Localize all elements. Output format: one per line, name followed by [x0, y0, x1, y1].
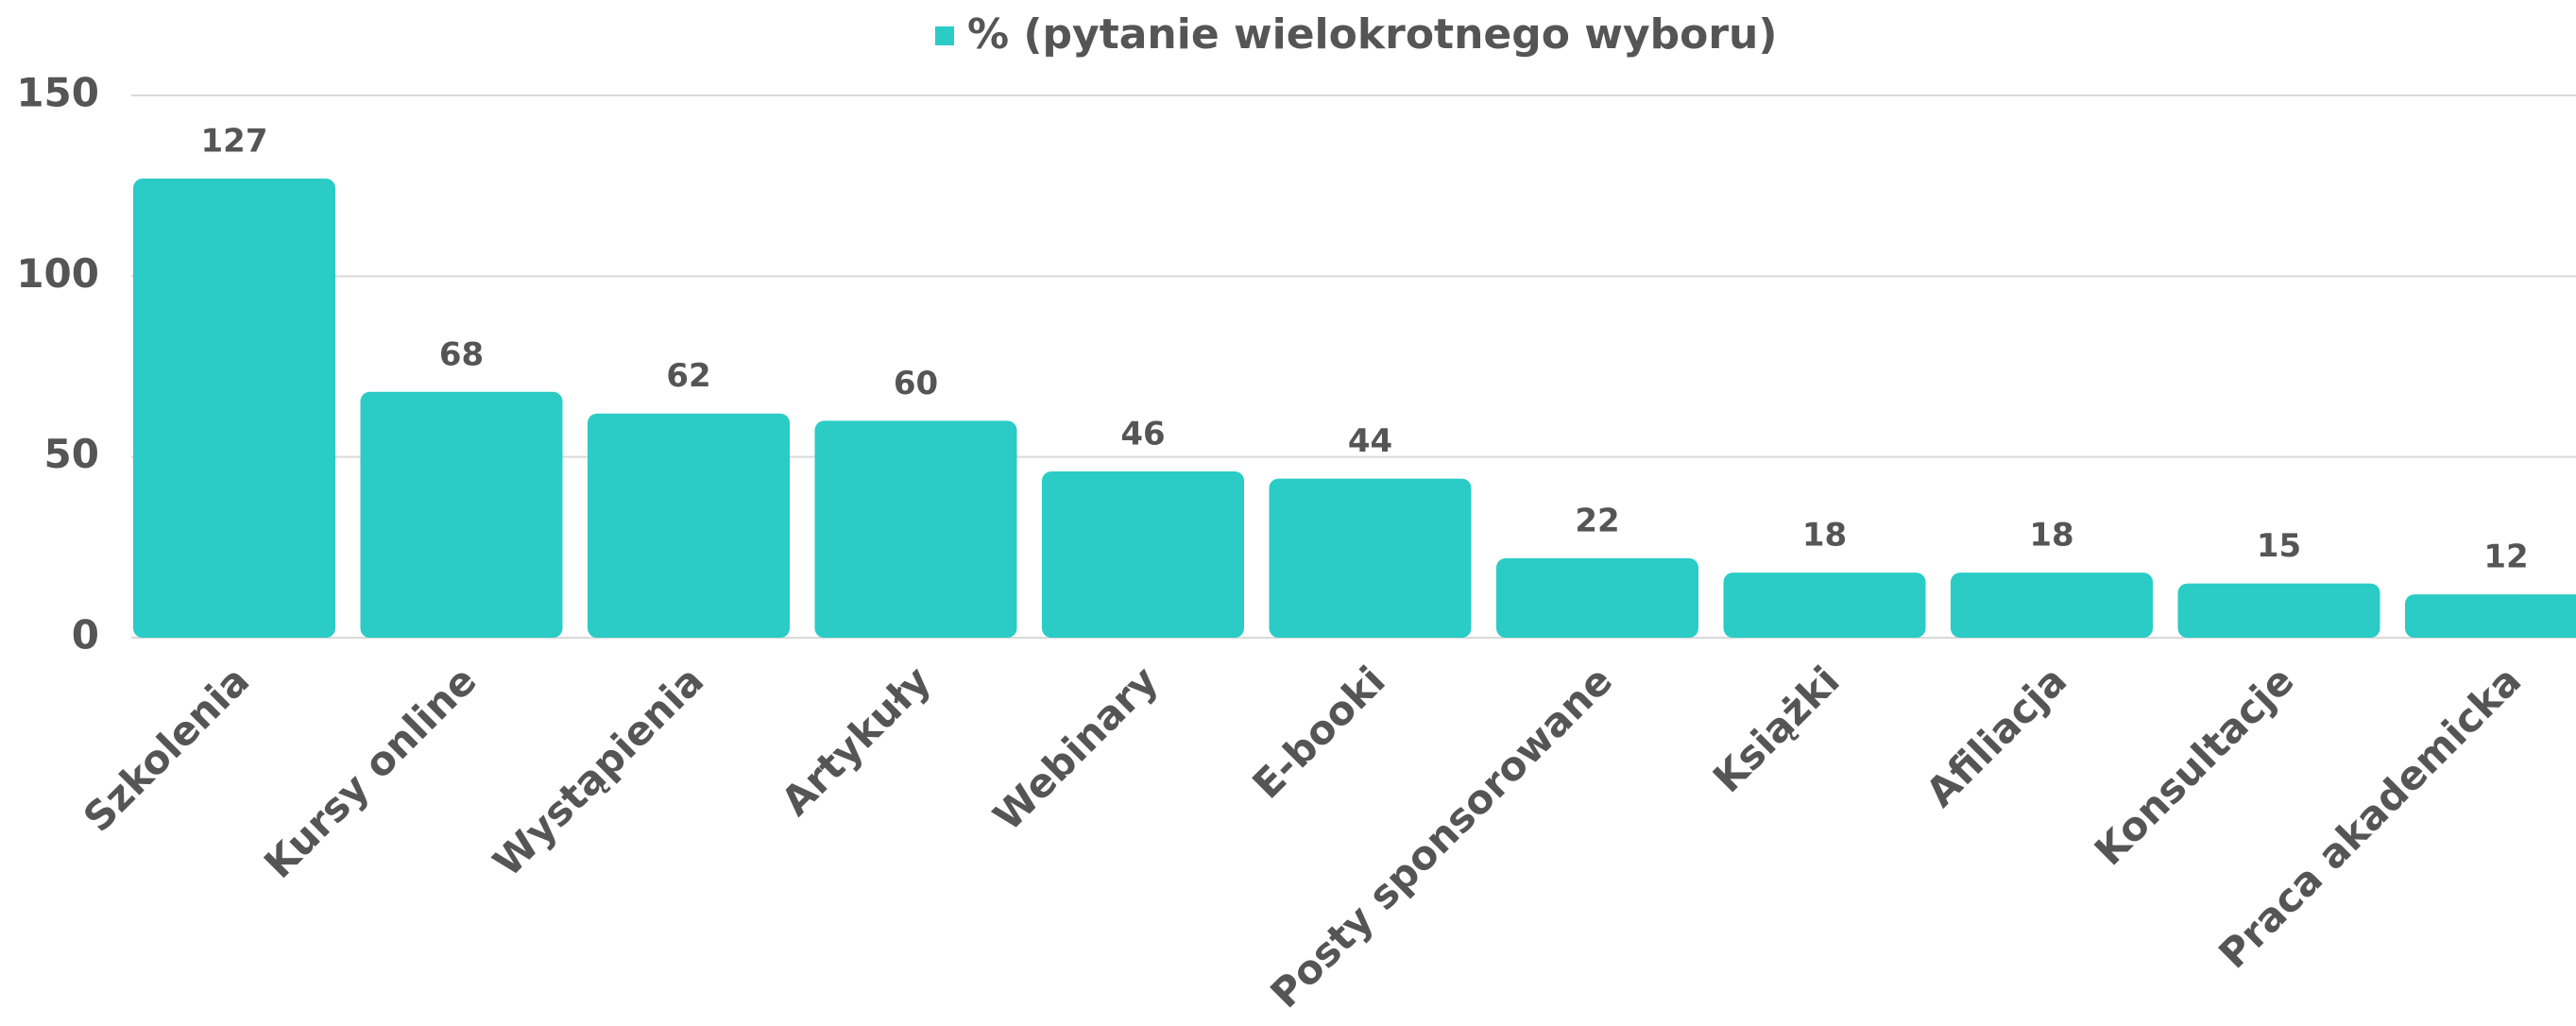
bar	[360, 391, 563, 638]
legend-label: % (pytanie wielokrotnego wyboru)	[967, 10, 1777, 59]
bar	[2405, 594, 2576, 638]
value-label: 22	[1575, 502, 1619, 539]
x-tick-label: Webinary	[984, 658, 1167, 840]
bar	[588, 413, 790, 638]
value-label: 15	[2257, 527, 2301, 565]
bar	[1042, 470, 1244, 638]
bar	[1951, 573, 2153, 638]
value-label: 127	[201, 123, 268, 161]
legend-swatch	[935, 26, 954, 45]
bar	[2177, 583, 2380, 638]
value-label: 60	[894, 365, 938, 402]
value-label: 44	[1348, 422, 1392, 460]
y-tick-label: 0	[72, 612, 99, 658]
y-tick-label: 50	[44, 431, 99, 477]
y-tick-label: 100	[16, 250, 99, 297]
bar	[133, 179, 335, 638]
y-tick-label: 150	[16, 70, 99, 116]
bar	[1269, 478, 1472, 638]
value-label: 46	[1120, 415, 1165, 453]
x-tick-label: Konsultacje	[2086, 658, 2303, 875]
x-tick-label: Kursy online	[255, 658, 485, 887]
x-tick-label: Afiliacja	[1917, 658, 2075, 816]
x-tick-label: Książki	[1704, 658, 1849, 802]
x-tick-label: Wystąpienia	[485, 658, 713, 886]
x-tick-label: Szkolenia	[75, 658, 258, 841]
value-label: 18	[2029, 517, 2073, 555]
value-label: 68	[439, 335, 484, 373]
value-label: 18	[1802, 517, 1847, 555]
x-tick-label: Artykuły	[773, 658, 940, 825]
value-label: 62	[666, 357, 710, 395]
bar	[814, 420, 1017, 638]
bar	[1723, 573, 1926, 638]
x-tick-label: E-booki	[1243, 658, 1393, 808]
value-label: 12	[2483, 539, 2528, 576]
bar	[1496, 557, 1698, 638]
